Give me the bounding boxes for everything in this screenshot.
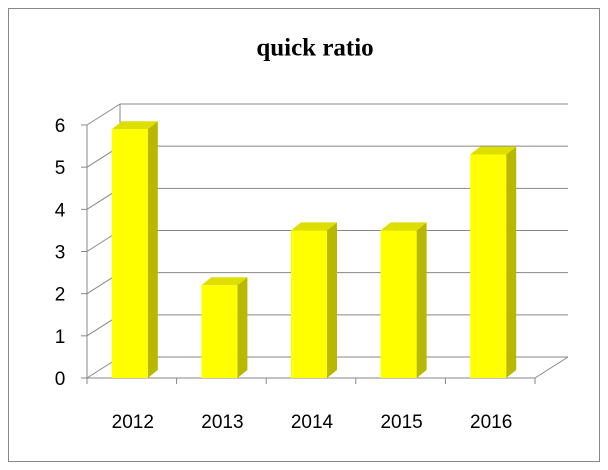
bar-top [291, 222, 337, 231]
bar [380, 222, 427, 378]
bar-front [201, 285, 238, 378]
bar [470, 146, 517, 378]
bar-top [470, 146, 517, 155]
x-tick-label: 2016 [470, 412, 512, 433]
x-tick-label: 2014 [291, 412, 334, 433]
bar-side [327, 222, 337, 378]
y-tick-label: 6 [55, 116, 66, 137]
bar-side [506, 146, 517, 378]
x-tick-label: 2013 [201, 412, 243, 433]
bar [291, 222, 337, 378]
y-tick-label: 4 [55, 200, 66, 221]
bar-side [237, 277, 248, 378]
y-tick-label: 2 [55, 285, 66, 306]
y-tick-label: 3 [55, 243, 66, 264]
bar-top [111, 121, 158, 130]
bar-front [470, 154, 507, 378]
bar-front [291, 230, 327, 378]
chart-title: quick ratio [256, 35, 373, 62]
bar [111, 121, 158, 378]
y-tick-label: 0 [55, 369, 66, 390]
bar-side [147, 121, 158, 378]
bar-front [380, 230, 417, 378]
bar [201, 277, 248, 378]
grid-line [86, 103, 121, 126]
bar-side [416, 222, 427, 378]
bar-top [201, 277, 248, 286]
floor-edge [534, 356, 569, 379]
bar-top [380, 222, 427, 231]
x-tick-label: 2012 [112, 412, 154, 433]
bar-front [111, 129, 148, 378]
x-tick-label: 2015 [380, 412, 422, 433]
y-tick-label: 5 [55, 158, 66, 179]
y-tick-label: 1 [55, 327, 66, 348]
